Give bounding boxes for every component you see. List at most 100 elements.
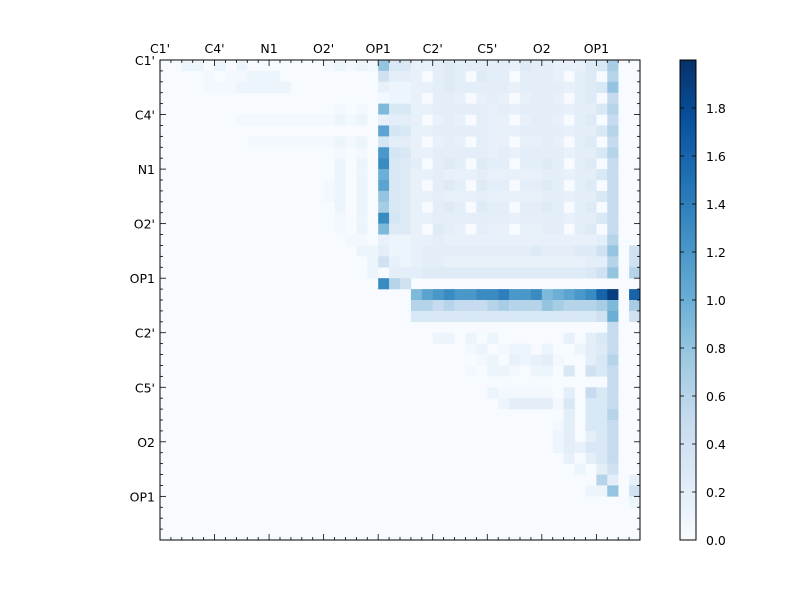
heatmap-cell bbox=[585, 81, 597, 93]
heatmap-cell bbox=[585, 70, 597, 83]
heatmap-cell bbox=[530, 81, 543, 93]
heatmap-cell bbox=[596, 441, 608, 453]
heatmap-cell bbox=[607, 365, 619, 377]
heatmap-cell bbox=[498, 158, 510, 170]
heatmap-cell bbox=[530, 70, 543, 83]
y-tick-label: O2 bbox=[137, 435, 155, 450]
heatmap-cell bbox=[520, 169, 532, 181]
heatmap-cell bbox=[552, 354, 564, 366]
heatmap-cell bbox=[389, 201, 401, 213]
heatmap-cell bbox=[498, 300, 510, 312]
heatmap-cell bbox=[509, 354, 521, 366]
heatmap-cell bbox=[520, 310, 532, 323]
heatmap-cell bbox=[596, 81, 608, 93]
heatmap-cell bbox=[607, 310, 619, 323]
y-tick-label: C4' bbox=[135, 108, 155, 123]
heatmap-cell bbox=[498, 234, 510, 246]
heatmap-cell bbox=[432, 212, 444, 224]
heatmap-cell bbox=[585, 60, 597, 72]
heatmap-cell bbox=[563, 169, 575, 181]
heatmap-cell bbox=[476, 201, 488, 213]
heatmap-cell bbox=[487, 289, 499, 301]
heatmap-cell bbox=[400, 169, 412, 181]
heatmap-cell bbox=[520, 234, 532, 246]
heatmap-cell bbox=[454, 125, 466, 137]
heatmap-cell bbox=[443, 158, 455, 170]
heatmap-cell bbox=[552, 136, 564, 148]
heatmap-cell bbox=[389, 190, 401, 203]
heatmap-cell bbox=[607, 441, 619, 453]
heatmap-cell bbox=[585, 169, 597, 181]
heatmap-cell bbox=[509, 310, 521, 323]
heatmap-cell bbox=[400, 245, 412, 257]
heatmap-cell bbox=[530, 267, 543, 279]
heatmap-cell bbox=[607, 289, 619, 301]
heatmap-cell bbox=[509, 267, 521, 279]
heatmap-cell bbox=[432, 190, 444, 203]
heatmap-cell bbox=[509, 169, 521, 181]
heatmap-cell bbox=[498, 343, 510, 355]
heatmap-cell bbox=[563, 300, 575, 312]
heatmap-cell bbox=[498, 70, 510, 83]
heatmap-cell bbox=[421, 300, 433, 312]
heatmap-cell bbox=[487, 212, 499, 224]
heatmap-cell bbox=[541, 343, 553, 355]
heatmap-cell bbox=[596, 169, 608, 181]
heatmap-cell bbox=[498, 136, 510, 148]
heatmap-cell bbox=[454, 169, 466, 181]
heatmap-cell bbox=[400, 60, 412, 72]
heatmap-cell bbox=[432, 223, 444, 235]
heatmap-cell bbox=[607, 256, 619, 268]
heatmap-cell bbox=[400, 125, 412, 137]
heatmap-cell bbox=[410, 136, 423, 148]
heatmap-cell bbox=[585, 485, 597, 497]
heatmap-cell bbox=[454, 256, 466, 268]
heatmap-cell bbox=[585, 420, 597, 432]
heatmap-cell bbox=[443, 223, 455, 235]
heatmap-cell bbox=[520, 300, 532, 312]
heatmap-cell bbox=[530, 300, 543, 312]
heatmap-cell bbox=[607, 114, 619, 126]
heatmap-cell bbox=[312, 114, 324, 126]
heatmap-cell bbox=[476, 92, 488, 104]
heatmap-cell bbox=[487, 136, 499, 148]
heatmap-cell bbox=[334, 169, 346, 181]
heatmap-cell bbox=[541, 180, 553, 192]
heatmap-cell bbox=[258, 136, 270, 148]
heatmap-cell bbox=[487, 201, 499, 213]
heatmap-cell bbox=[454, 190, 466, 203]
heatmap-cell bbox=[454, 234, 466, 246]
heatmap-cell bbox=[334, 223, 346, 235]
heatmap-cell bbox=[520, 387, 532, 399]
heatmap-cell bbox=[596, 398, 608, 410]
heatmap-cell bbox=[443, 300, 455, 312]
heatmap-cell bbox=[574, 180, 586, 192]
heatmap-cell bbox=[421, 103, 433, 115]
heatmap-cell bbox=[236, 70, 248, 83]
heatmap-cell bbox=[476, 354, 488, 366]
heatmap-cell bbox=[389, 169, 401, 181]
x-tick-label: OP1 bbox=[584, 41, 609, 56]
heatmap-cell bbox=[367, 267, 379, 279]
heatmap-cell bbox=[552, 420, 564, 432]
heatmap-cell bbox=[410, 267, 423, 279]
heatmap-cell bbox=[563, 398, 575, 410]
heatmap-cell bbox=[280, 136, 292, 148]
heatmap-cell bbox=[541, 387, 553, 399]
heatmap-cell bbox=[498, 92, 510, 104]
heatmap-cell bbox=[432, 125, 444, 137]
heatmap-cell bbox=[192, 60, 204, 72]
heatmap-cell bbox=[520, 343, 532, 355]
heatmap-cell bbox=[530, 92, 543, 104]
heatmap-cell bbox=[596, 365, 608, 377]
heatmap-cell bbox=[454, 60, 466, 72]
heatmap-cell bbox=[520, 201, 532, 213]
heatmap-cell bbox=[378, 81, 390, 93]
heatmap-cell bbox=[596, 234, 608, 246]
heatmap-cell bbox=[607, 70, 619, 83]
heatmap-cell bbox=[585, 114, 597, 126]
heatmap-cell bbox=[487, 103, 499, 115]
heatmap-cell bbox=[465, 169, 477, 181]
heatmap-cell bbox=[585, 354, 597, 366]
heatmap-cell bbox=[421, 310, 433, 323]
